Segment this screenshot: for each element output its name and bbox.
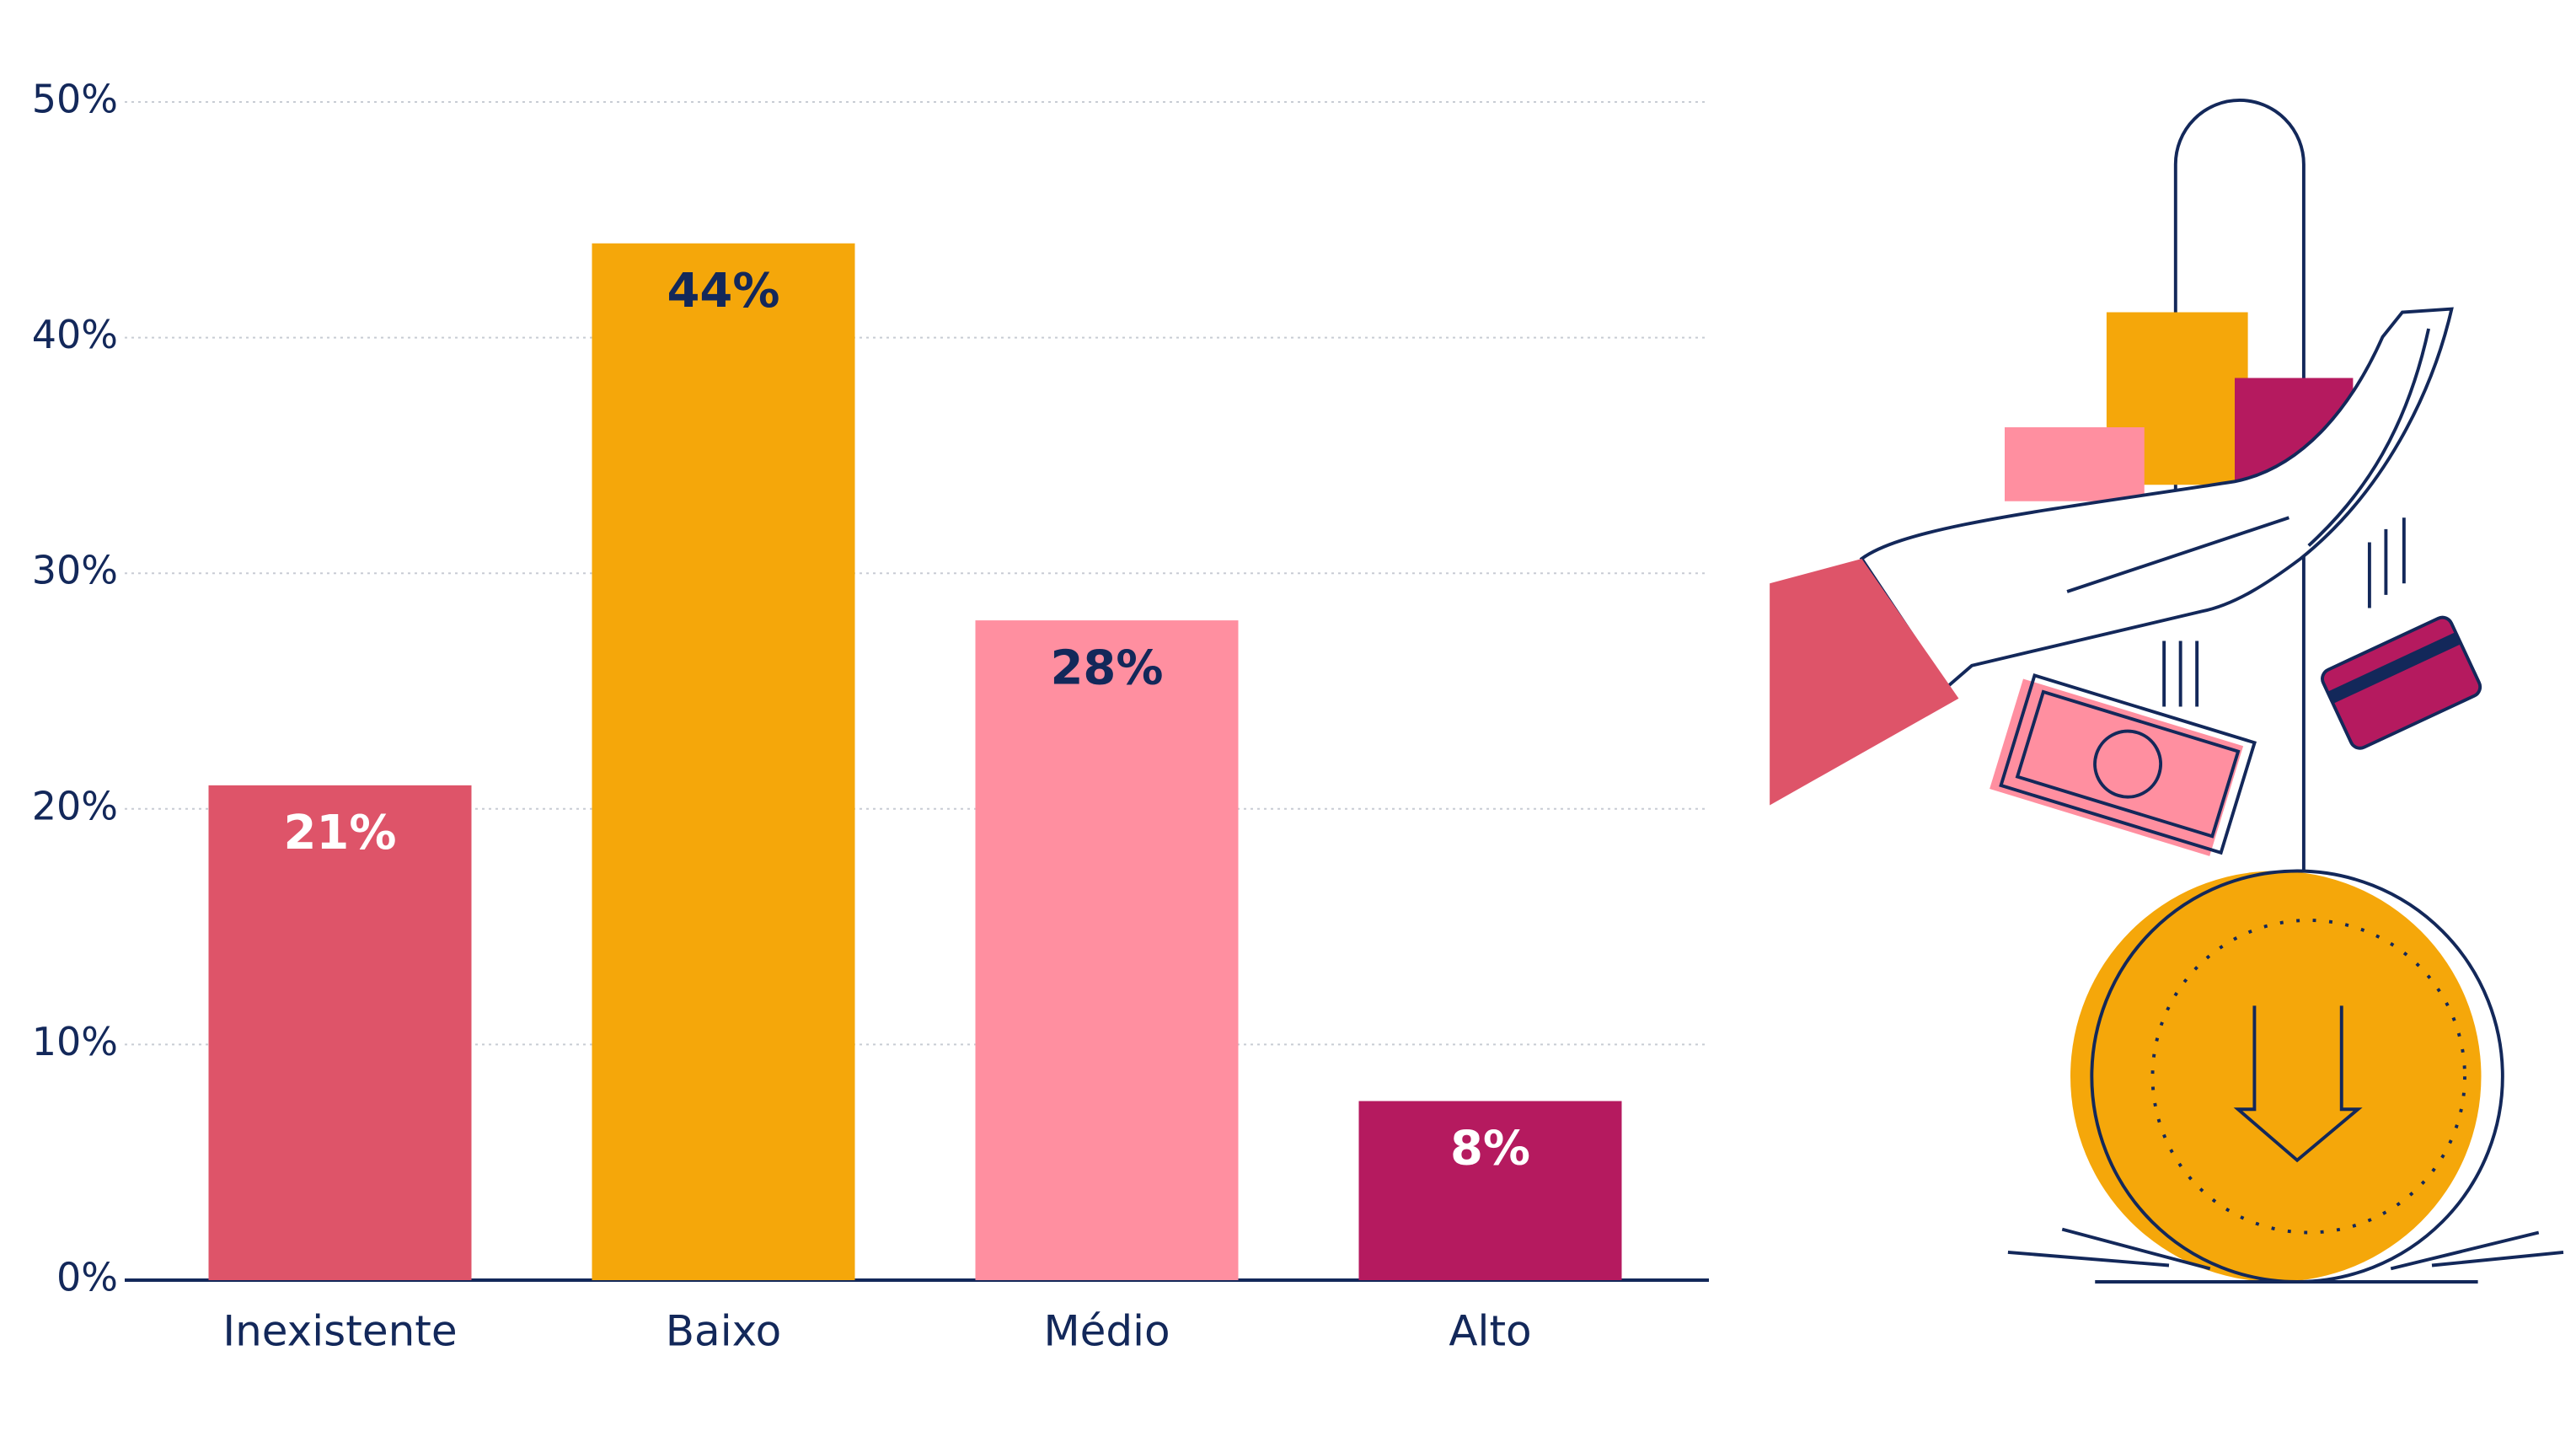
bar: [975, 620, 1239, 1280]
coin-stack: [2005, 427, 2145, 501]
x-tick-label: Alto: [1449, 1307, 1531, 1356]
value-label: 8%: [1450, 1122, 1530, 1176]
value-label: 21%: [283, 806, 396, 860]
bar: [592, 243, 855, 1280]
x-tick-label: Médio: [1043, 1307, 1170, 1356]
coin-arrow: [2233, 1005, 2363, 1163]
illustration: [1770, 99, 2564, 1284]
card: [2321, 615, 2482, 750]
hand: [1859, 307, 2454, 690]
sleeve: [1770, 559, 1959, 806]
bar: [208, 785, 472, 1280]
ground-lines: [2007, 1227, 2564, 1284]
y-tick-label: 50%: [32, 77, 118, 122]
hand-lines: [2066, 328, 2431, 593]
coin-ticks: [2150, 919, 2466, 1235]
value-label: 44%: [667, 264, 779, 319]
y-tick-label: 20%: [32, 783, 118, 828]
value-label: 28%: [1050, 640, 1163, 695]
x-tick-label: Inexistente: [222, 1307, 457, 1356]
bar: [1358, 1101, 1622, 1280]
string: [2173, 99, 2306, 871]
y-tick-label: 30%: [32, 548, 118, 593]
y-tick-label: 0%: [56, 1255, 118, 1300]
bill: [1990, 673, 2257, 856]
y-tick-label: 10%: [32, 1019, 118, 1064]
coin: [2070, 871, 2482, 1282]
x-tick-label: Baixo: [666, 1307, 781, 1356]
y-tick-label: 40%: [32, 312, 118, 357]
motion-lines: [2162, 517, 2406, 707]
